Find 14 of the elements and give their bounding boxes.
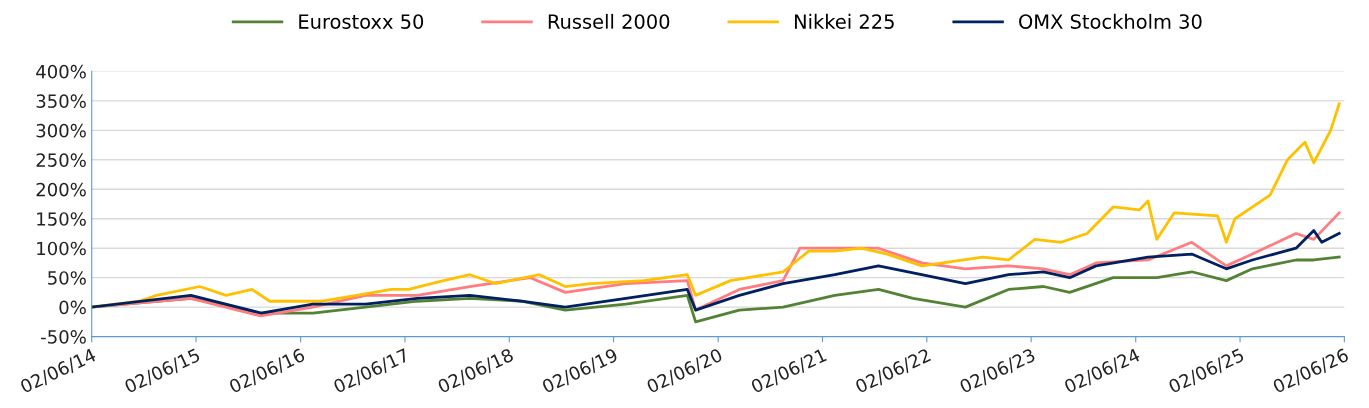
- y-tick-label: -50%: [41, 330, 86, 344]
- y-tick-label: 100%: [37, 241, 86, 256]
- y-tick-label: 350%: [36, 94, 86, 108]
- y-tick-label: 400%: [36, 64, 86, 79]
- legend-label: Russell 2000: [548, 13, 670, 29]
- y-tick-label: 150%: [37, 212, 86, 226]
- legend-label: OMX Stockholm 30: [1019, 13, 1202, 29]
- y-tick-label: 300%: [36, 123, 86, 138]
- legend-label: Eurostoxx 50: [299, 14, 424, 29]
- legend-label: Nikkei 225: [794, 13, 894, 29]
- y-tick-label: 200%: [36, 182, 86, 197]
- y-tick-label: 0%: [59, 300, 86, 315]
- y-tick-label: 50%: [48, 271, 86, 285]
- y-tick-label: 250%: [36, 153, 86, 167]
